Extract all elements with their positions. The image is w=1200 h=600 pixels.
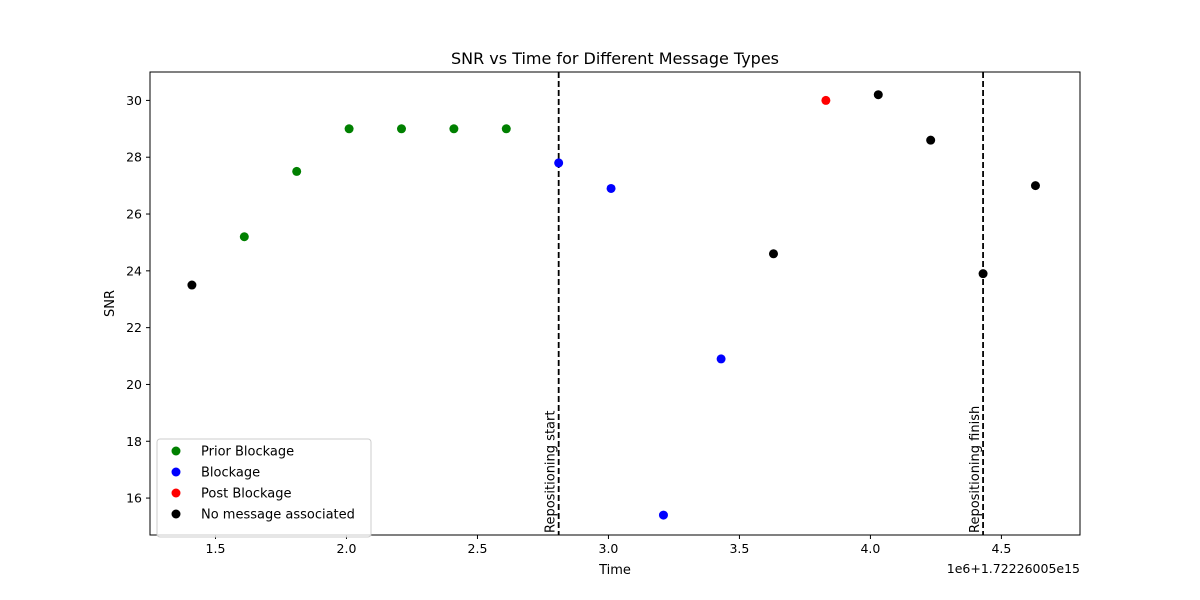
legend: Prior Blockage Blockage Post Blockage No me… <box>156 438 372 538</box>
x-tick-label-5: 4.0 <box>860 541 880 556</box>
plot-area: Repositioning start Repositioning finish <box>187 72 1040 535</box>
y-tick-label-3: 22 <box>126 320 142 335</box>
y-tick-label-0: 16 <box>126 491 142 506</box>
x-tick-label-0: 1.5 <box>206 541 226 556</box>
legend-marker-3 <box>171 509 181 519</box>
x-tick-label-1: 2.0 <box>337 541 357 556</box>
point-s3-5 <box>1030 181 1040 191</box>
point-s0-5 <box>501 124 511 134</box>
point-s1-1 <box>606 183 616 193</box>
legend-marker-1 <box>171 467 181 477</box>
y-tick-label-7: 30 <box>126 93 142 108</box>
point-s0-2 <box>344 124 354 134</box>
point-s3-0 <box>187 280 197 290</box>
x-tick-label-2: 2.5 <box>468 541 488 556</box>
x-tick-label-3: 3.0 <box>599 541 619 556</box>
y-tick-label-1: 18 <box>126 434 142 449</box>
y-tick-label-5: 26 <box>126 207 142 222</box>
vline-label-1: Repositioning finish <box>968 406 983 533</box>
x-axis-label: Time <box>598 563 631 578</box>
point-s3-4 <box>978 269 988 279</box>
point-s3-2 <box>873 90 883 100</box>
point-s2-0 <box>821 95 831 105</box>
point-s0-0 <box>239 232 249 242</box>
x-tick-label-4: 3.5 <box>729 541 749 556</box>
chart-title: SNR vs Time for Different Message Types <box>451 49 779 68</box>
y-axis-label: SNR <box>103 290 118 317</box>
y-tick-label-6: 28 <box>126 150 142 165</box>
point-s0-4 <box>449 124 459 134</box>
legend-marker-2 <box>171 488 181 498</box>
legend-label-0: Prior Blockage <box>201 445 294 460</box>
point-s1-0 <box>554 158 564 168</box>
legend-box <box>156 438 372 538</box>
legend-label-2: Post Blockage <box>201 487 291 502</box>
point-s1-2 <box>658 510 668 520</box>
legend-label-1: Blockage <box>201 466 260 481</box>
vline-label-0: Repositioning start <box>544 411 559 533</box>
point-s3-3 <box>926 135 936 145</box>
legend-label-3: No message associated <box>201 508 355 523</box>
plot-frame <box>149 71 1081 536</box>
legend-marker-0 <box>171 446 181 456</box>
point-s1-3 <box>716 354 726 364</box>
y-tick-label-2: 20 <box>126 377 142 392</box>
axis-ticks: 1.5 2.0 2.5 3.0 3.5 4.0 4.5 16 18 20 22 24 26 28 30 <box>126 93 1011 556</box>
point-s0-1 <box>292 166 302 176</box>
point-s0-3 <box>396 124 406 134</box>
x-tick-label-6: 4.5 <box>991 541 1011 556</box>
y-tick-label-4: 24 <box>126 263 142 278</box>
point-s3-1 <box>768 249 778 259</box>
x-offset-label: 1e6+1.72226005e15 <box>947 561 1080 576</box>
